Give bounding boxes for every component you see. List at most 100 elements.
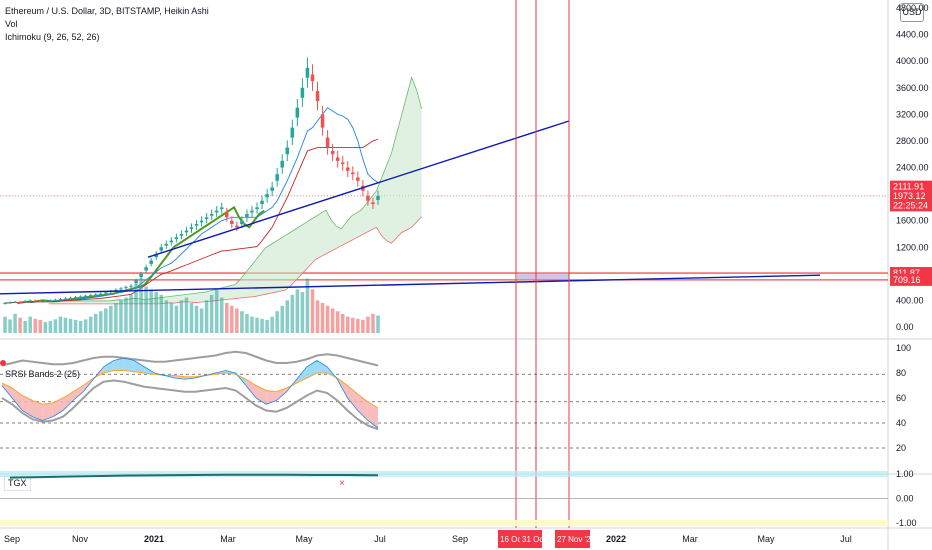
volume-bar	[275, 311, 279, 333]
volume-bar	[179, 300, 184, 333]
srsi-fill-segment	[134, 360, 145, 373]
srsi-fill-segment	[42, 403, 53, 421]
price-label-text: 2111.91	[893, 182, 924, 192]
tgx-axis-tick-label: 0.00	[896, 494, 914, 504]
candle-body	[345, 167, 350, 171]
candle-body	[13, 301, 17, 303]
volume-bar	[315, 300, 320, 333]
price-axis-tick-label: 1600.00	[896, 216, 929, 226]
srsi-fill-segment	[367, 401, 378, 428]
volume-bar	[204, 300, 209, 333]
srsi-fill-segment	[266, 390, 277, 405]
x-axis-tick-label: Mar	[682, 534, 698, 544]
srsi-fill-segment	[123, 358, 135, 372]
x-axis-tick-label: 2022	[606, 534, 626, 544]
price-axis-tick-label: 1200.00	[896, 242, 929, 252]
candle-body	[320, 114, 325, 128]
price-axis-tick-label: 3600.00	[896, 83, 929, 93]
srsi-axis-tick-label: 100	[896, 343, 911, 353]
candle-body	[68, 297, 73, 299]
candle-body	[371, 202, 375, 205]
srsi-fill-segment	[62, 391, 74, 411]
volume-bar	[240, 311, 244, 333]
volume-bar	[124, 297, 128, 333]
volume-bar	[235, 308, 239, 333]
srsi-upper-band	[1, 350, 379, 367]
candle-body	[83, 295, 88, 297]
srsi-slow-line	[1, 370, 379, 409]
candle-body	[124, 287, 128, 289]
tgx-upper-band	[0, 471, 888, 477]
volume-bar	[13, 313, 17, 333]
volume-bar	[58, 316, 63, 333]
srsi-fill-segment	[32, 400, 43, 421]
volume-bar	[260, 318, 264, 333]
price-label-tag	[890, 273, 932, 286]
x-axis-tick-label: Sep	[452, 534, 468, 544]
volume-bar	[88, 316, 93, 333]
volume-bar	[18, 317, 22, 333]
x-axis-tick-label: Jul	[840, 534, 852, 544]
candle-body	[356, 177, 360, 181]
candle-body	[18, 301, 22, 303]
tgx-axis-tick-label: -1.00	[896, 518, 917, 528]
candle-body	[78, 296, 83, 298]
ichimoku-indicator-label[interactable]: Ichimoku (9, 26, 52, 26)	[5, 32, 100, 42]
date-marker-tag	[498, 530, 520, 548]
volume-bar	[361, 319, 365, 333]
candle-body	[290, 127, 295, 138]
srsi-fast-line	[1, 357, 379, 429]
volume-bar	[38, 319, 43, 333]
volume-bar	[300, 292, 305, 333]
tgx-indicator-label[interactable]: TGX	[4, 476, 31, 491]
candle-body	[184, 230, 189, 233]
candle-body	[240, 220, 244, 224]
volume-bar	[169, 303, 174, 333]
x-axis-tick-label: Sep	[4, 534, 20, 544]
x-axis-tick-label: 2021	[144, 534, 164, 544]
candle-body	[300, 87, 305, 98]
x-axis-tick-label: Jul	[374, 534, 386, 544]
volume-bar	[139, 278, 143, 333]
candle-body	[280, 160, 284, 168]
volume-bar	[340, 313, 345, 333]
candle-body	[194, 223, 199, 226]
srsi-fill-segment	[306, 360, 318, 378]
date-marker-text: 16 Oct '21	[500, 535, 537, 544]
candle-body	[265, 194, 269, 198]
candle-body	[310, 74, 315, 82]
volume-indicator-label[interactable]: Vol	[5, 19, 18, 29]
volume-bar	[83, 319, 88, 333]
candle-body	[33, 300, 38, 302]
volume-bar	[28, 316, 32, 333]
srsi-fill-segment	[73, 385, 84, 401]
volume-bar	[154, 292, 158, 333]
candle-body	[219, 207, 224, 210]
x-axis-tick-label: May	[295, 534, 313, 544]
volume-bar	[335, 311, 340, 333]
candle-body	[174, 237, 179, 239]
candle-body	[235, 225, 239, 228]
volume-bar	[33, 318, 38, 333]
srsi-axis-tick-label: 20	[896, 443, 906, 453]
candle-body	[88, 295, 93, 297]
date-marker-tag	[520, 530, 542, 548]
price-label-tag	[890, 180, 932, 193]
volume-bar	[270, 316, 274, 333]
volume-bar	[214, 289, 219, 333]
candle-body	[230, 220, 234, 224]
rising-trendline	[147, 120, 570, 258]
candle-body	[325, 137, 330, 148]
srsi-fill-segment	[22, 395, 33, 417]
volume-bar	[189, 303, 194, 333]
candle-body	[28, 300, 32, 302]
candle-body	[144, 267, 148, 271]
candle-body	[204, 217, 209, 220]
price-label-tag	[890, 189, 932, 202]
volume-bar	[184, 297, 189, 333]
currency-button[interactable]: USD	[900, 3, 924, 22]
volume-bar	[225, 303, 229, 333]
volume-bar	[68, 318, 73, 333]
candle-body	[295, 107, 300, 118]
